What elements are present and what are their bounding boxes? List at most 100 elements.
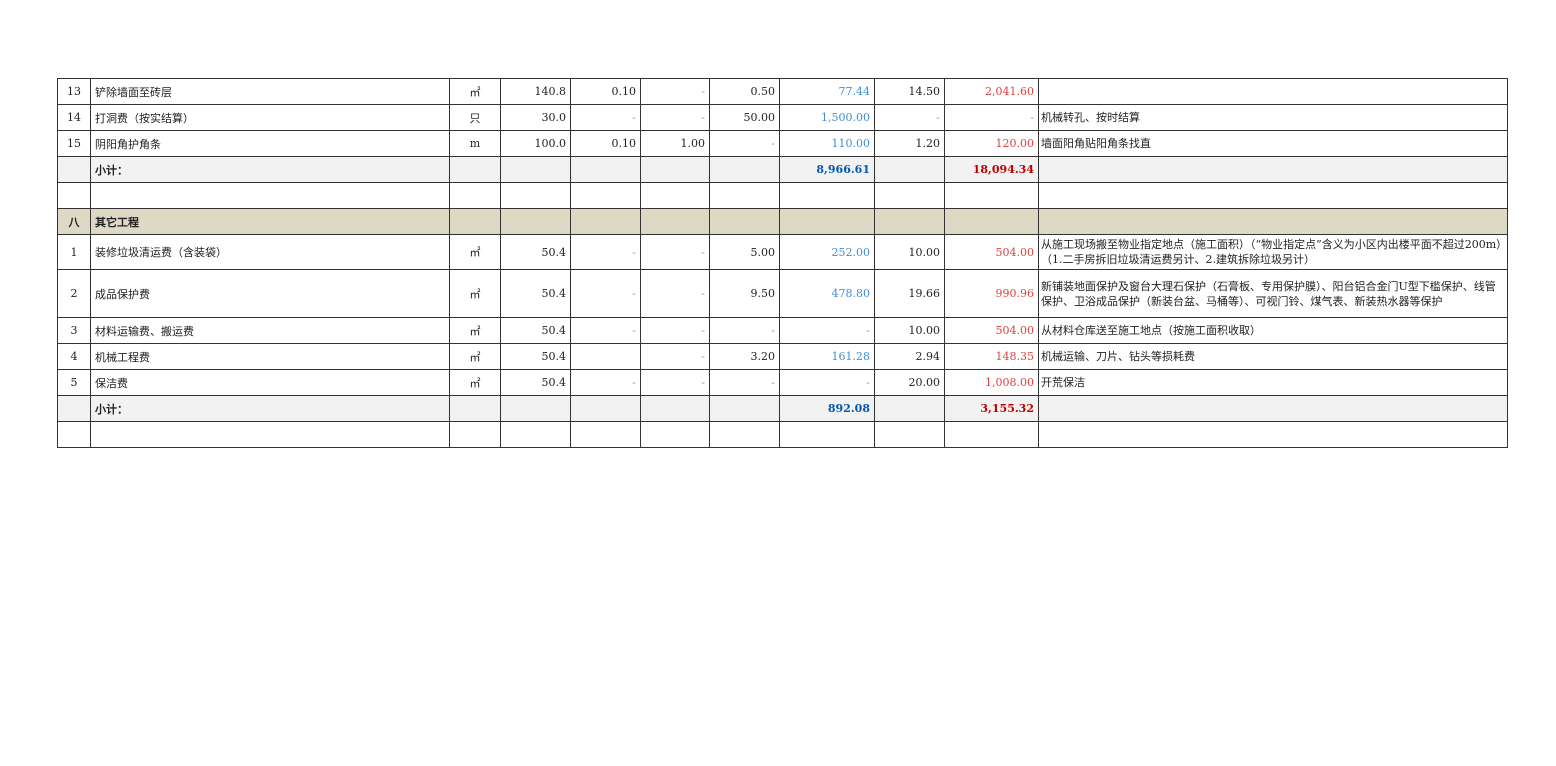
remark-cell: 机械运输、刀片、钻头等损耗费 bbox=[1038, 343, 1508, 370]
item-number-cell: 14 bbox=[57, 104, 91, 131]
labor-price-cell: 3.20 bbox=[709, 343, 780, 370]
unit-price-cell bbox=[874, 395, 945, 422]
unit-price-cell: 2.94 bbox=[874, 343, 945, 370]
aux-price-cell: - bbox=[640, 78, 710, 105]
labor-price-cell: 0.50 bbox=[709, 78, 780, 105]
material-price-cell: 0.10 bbox=[570, 130, 641, 157]
unit-cell bbox=[449, 208, 501, 235]
item-number-cell bbox=[57, 395, 91, 422]
item-name-cell: 装修垃圾清运费（含装袋） bbox=[90, 234, 450, 270]
unit-price-cell: 10.00 bbox=[874, 317, 945, 344]
subtotal-a-cell bbox=[779, 421, 875, 448]
unit-price-cell bbox=[874, 421, 945, 448]
subtotal-a-cell: - bbox=[779, 317, 875, 344]
subtotal-a-cell: 77.44 bbox=[779, 78, 875, 105]
subtotal-row: 小计： 892.08 3,155.32 bbox=[57, 395, 1508, 422]
remark-cell bbox=[1038, 156, 1508, 183]
remark-cell: 从施工现场搬至物业指定地点（施工面积）（“物业指定点”含义为小区内出楼平面不超过… bbox=[1038, 234, 1508, 270]
item-name-cell: 机械工程费 bbox=[90, 343, 450, 370]
unit-cell bbox=[449, 395, 501, 422]
subtotal-a-cell: 8,966.61 bbox=[779, 156, 875, 183]
remark-cell: 墙面阳角贴阳角条找直 bbox=[1038, 130, 1508, 157]
item-number-cell: 2 bbox=[57, 269, 91, 318]
labor-price-cell bbox=[709, 421, 780, 448]
subtotal-a-cell: 161.28 bbox=[779, 343, 875, 370]
remark-cell: 机械转孔、按时结算 bbox=[1038, 104, 1508, 131]
remark-cell bbox=[1038, 208, 1508, 235]
unit-cell: ㎡ bbox=[449, 78, 501, 105]
subtotal-a-cell: 110.00 bbox=[779, 130, 875, 157]
item-number-cell: 1 bbox=[57, 234, 91, 270]
aux-price-cell: - bbox=[640, 104, 710, 131]
total-cell: 120.00 bbox=[944, 130, 1039, 157]
item-name-cell: 打洞费（按实结算） bbox=[90, 104, 450, 131]
unit-price-cell: 14.50 bbox=[874, 78, 945, 105]
quantity-cell: 50.4 bbox=[500, 234, 571, 270]
quantity-cell: 50.4 bbox=[500, 269, 571, 318]
quantity-cell: 100.0 bbox=[500, 130, 571, 157]
item-number-cell bbox=[57, 182, 91, 209]
table-row: 1 装修垃圾清运费（含装袋）㎡ 50.4- -5.00 252.00 10.00 504.0… bbox=[57, 234, 1508, 270]
table-row: 15 阴阳角护角条 m 100.0 0.10 1.00-110.00 1.20 120.00 墙… bbox=[57, 130, 1508, 157]
aux-price-cell: - bbox=[640, 234, 710, 270]
quantity-cell: 50.4 bbox=[500, 343, 571, 370]
remark-cell bbox=[1038, 421, 1508, 448]
blank-row bbox=[57, 182, 1508, 209]
item-number-cell: 八 bbox=[57, 208, 91, 235]
unit-price-cell: 10.00 bbox=[874, 234, 945, 270]
quantity-cell bbox=[500, 182, 571, 209]
total-cell: 3,155.32 bbox=[944, 395, 1039, 422]
aux-price-cell bbox=[640, 421, 710, 448]
quantity-cell bbox=[500, 156, 571, 183]
material-price-cell bbox=[570, 156, 641, 183]
unit-cell bbox=[449, 182, 501, 209]
item-name-cell: 其它工程 bbox=[90, 208, 450, 235]
material-price-cell: - bbox=[570, 104, 641, 131]
blank-row bbox=[57, 421, 1508, 448]
labor-price-cell bbox=[709, 395, 780, 422]
aux-price-cell bbox=[640, 395, 710, 422]
aux-price-cell: 1.00 bbox=[640, 130, 710, 157]
item-number-cell: 13 bbox=[57, 78, 91, 105]
item-name-cell bbox=[90, 182, 450, 209]
total-cell bbox=[944, 421, 1039, 448]
subtotal-a-cell bbox=[779, 182, 875, 209]
item-name-cell: 材料运输费、搬运费 bbox=[90, 317, 450, 344]
labor-price-cell: 5.00 bbox=[709, 234, 780, 270]
unit-cell: ㎡ bbox=[449, 234, 501, 270]
aux-price-cell bbox=[640, 182, 710, 209]
material-price-cell: - bbox=[570, 234, 641, 270]
remark-cell bbox=[1038, 182, 1508, 209]
subtotal-a-cell: 1,500.00 bbox=[779, 104, 875, 131]
quantity-cell: 50.4 bbox=[500, 317, 571, 344]
remark-cell bbox=[1038, 78, 1508, 105]
item-name-cell bbox=[90, 421, 450, 448]
material-price-cell bbox=[570, 208, 641, 235]
labor-price-cell: - bbox=[709, 369, 780, 396]
item-name-cell: 阴阳角护角条 bbox=[90, 130, 450, 157]
item-name-cell: 铲除墙面至砖层 bbox=[90, 78, 450, 105]
item-name-cell: 成品保护费 bbox=[90, 269, 450, 318]
item-number-cell: 4 bbox=[57, 343, 91, 370]
unit-cell: ㎡ bbox=[449, 343, 501, 370]
unit-cell: m bbox=[449, 130, 501, 157]
unit-cell: ㎡ bbox=[449, 269, 501, 318]
item-number-cell: 3 bbox=[57, 317, 91, 344]
quantity-cell: 50.4 bbox=[500, 369, 571, 396]
total-cell: 148.35 bbox=[944, 343, 1039, 370]
remark-cell: 开荒保洁 bbox=[1038, 369, 1508, 396]
total-cell: 1,008.00 bbox=[944, 369, 1039, 396]
labor-price-cell: - bbox=[709, 130, 780, 157]
item-number-cell: 15 bbox=[57, 130, 91, 157]
section-header-row: 八其它工程 bbox=[57, 208, 1508, 235]
remark-cell: 从材料仓库送至施工地点（按施工面积收取） bbox=[1038, 317, 1508, 344]
unit-price-cell: - bbox=[874, 104, 945, 131]
material-price-cell: - bbox=[570, 369, 641, 396]
item-name-cell: 小计： bbox=[90, 395, 450, 422]
material-price-cell: - bbox=[570, 269, 641, 318]
item-number-cell: 5 bbox=[57, 369, 91, 396]
